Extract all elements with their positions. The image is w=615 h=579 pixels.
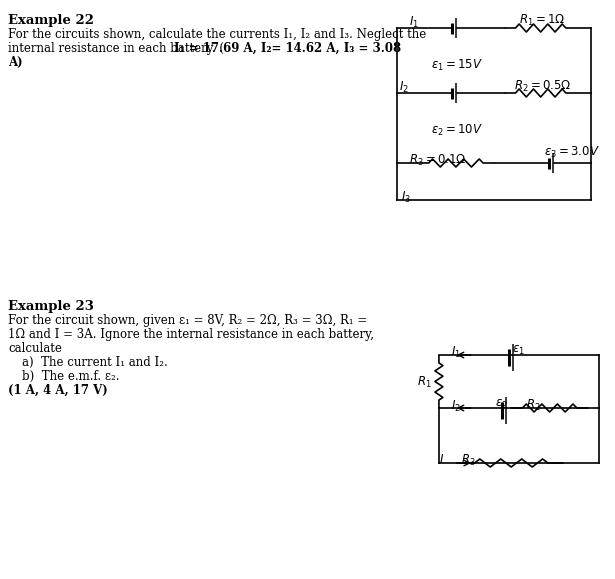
Text: Example 23: Example 23 (8, 300, 94, 313)
Text: I₁ = 17.69 A, I₂= 14.62 A, I₃ = 3.08: I₁ = 17.69 A, I₂= 14.62 A, I₃ = 3.08 (173, 42, 401, 55)
Text: $I_1$: $I_1$ (409, 15, 419, 30)
Text: $\varepsilon_2=10V$: $\varepsilon_2=10V$ (431, 123, 483, 138)
Text: $R_1$: $R_1$ (417, 375, 432, 390)
Text: $\varepsilon_3=3.0V$: $\varepsilon_3=3.0V$ (544, 145, 600, 160)
Text: For the circuits shown, calculate the currents I₁, I₂ and I₃. Neglect the: For the circuits shown, calculate the cu… (8, 28, 426, 41)
Text: $\varepsilon_1=15V$: $\varepsilon_1=15V$ (431, 58, 483, 73)
Text: $R_3$: $R_3$ (461, 453, 475, 468)
Text: calculate: calculate (8, 342, 62, 355)
Text: 1Ω and I = 3A. Ignore the internal resistance in each battery,: 1Ω and I = 3A. Ignore the internal resis… (8, 328, 374, 341)
Text: a)  The current I₁ and I₂.: a) The current I₁ and I₂. (22, 356, 168, 369)
Text: $I_2$: $I_2$ (399, 80, 409, 95)
Text: $I_2$: $I_2$ (451, 399, 461, 414)
Text: $I$: $I$ (439, 453, 444, 466)
Text: $R_2=0.5\Omega$: $R_2=0.5\Omega$ (514, 79, 571, 94)
Text: Example 22: Example 22 (8, 14, 94, 27)
Text: internal resistance in each battery. (: internal resistance in each battery. ( (8, 42, 224, 55)
Text: $\varepsilon_2$: $\varepsilon_2$ (495, 398, 507, 411)
Text: $R_1=1\Omega$: $R_1=1\Omega$ (518, 13, 565, 28)
Text: $I_3$: $I_3$ (401, 190, 411, 205)
Text: b)  The e.m.f. ε₂.: b) The e.m.f. ε₂. (22, 370, 119, 383)
Text: $R_3=0.1\Omega$: $R_3=0.1\Omega$ (409, 153, 466, 168)
Text: $\varepsilon_1$: $\varepsilon_1$ (512, 344, 525, 357)
Text: For the circuit shown, given ε₁ = 8V, R₂ = 2Ω, R₃ = 3Ω, R₁ =: For the circuit shown, given ε₁ = 8V, R₂… (8, 314, 367, 327)
Text: A): A) (8, 56, 23, 69)
Text: $I_1$: $I_1$ (451, 345, 461, 360)
Text: $R_2$: $R_2$ (526, 398, 541, 413)
Text: (1 A, 4 A, 17 V): (1 A, 4 A, 17 V) (8, 384, 108, 397)
